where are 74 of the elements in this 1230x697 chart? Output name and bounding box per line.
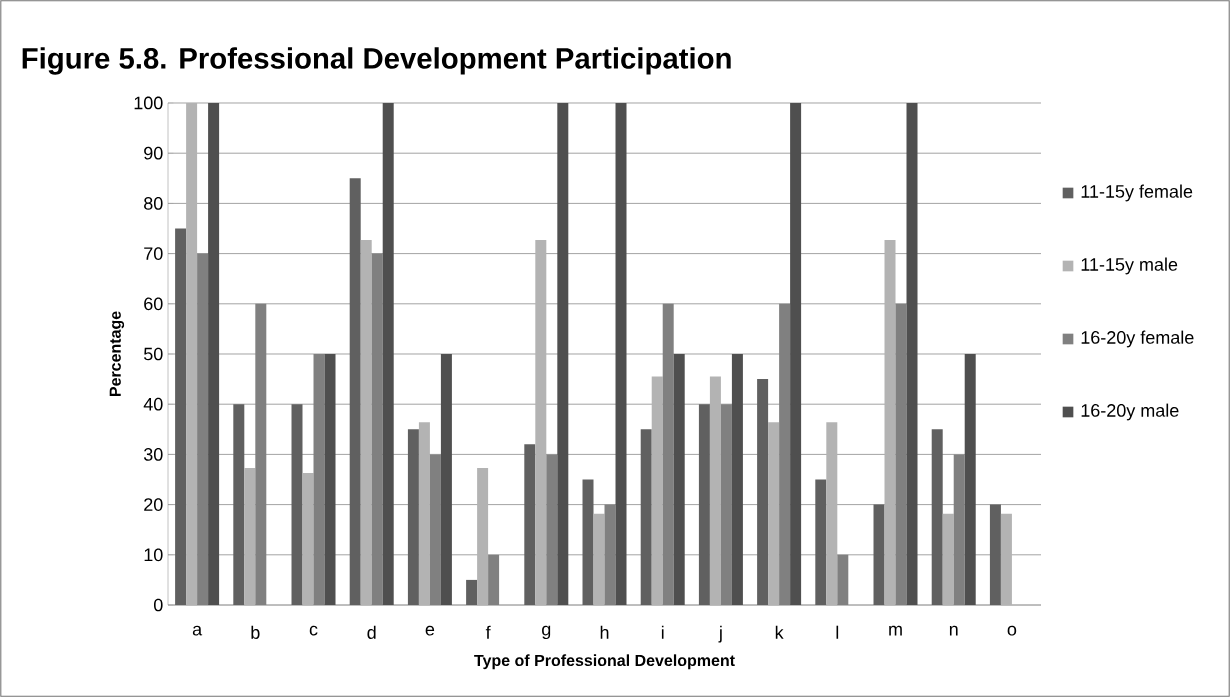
bar bbox=[698, 404, 710, 605]
bar bbox=[407, 429, 419, 605]
x-axis-title: Type of Professional Development bbox=[474, 654, 735, 670]
bar bbox=[233, 404, 245, 605]
bar bbox=[826, 422, 838, 605]
y-tick-label: 60 bbox=[144, 297, 163, 311]
bar bbox=[244, 467, 256, 605]
x-tick-label: g bbox=[542, 625, 551, 640]
x-tick-label: k bbox=[775, 625, 784, 639]
bar bbox=[906, 102, 918, 605]
bar bbox=[186, 102, 198, 605]
bar bbox=[175, 228, 187, 605]
x-tick-label: m bbox=[889, 625, 902, 636]
x-tick-label: f bbox=[485, 625, 491, 639]
y-tick-label: 40 bbox=[143, 397, 163, 411]
y-tick-label: 80 bbox=[144, 197, 163, 210]
x-tick-label: d bbox=[367, 625, 376, 639]
x-tick-label: a bbox=[192, 625, 203, 636]
y-tick-label: 10 bbox=[144, 548, 163, 562]
legend-label: 11-15y female bbox=[1081, 184, 1193, 202]
bar bbox=[557, 102, 569, 605]
bar bbox=[360, 240, 372, 605]
bar bbox=[524, 444, 536, 605]
bar bbox=[964, 354, 976, 605]
y-tick-label: 30 bbox=[143, 448, 163, 461]
legend-label: 16-20y female bbox=[1081, 330, 1194, 348]
y-tick-label: 100 bbox=[134, 96, 163, 110]
y-tick-label: 70 bbox=[144, 247, 163, 260]
bar bbox=[873, 504, 885, 605]
bar bbox=[382, 102, 394, 605]
x-tick-label: n bbox=[949, 625, 958, 636]
bar bbox=[477, 467, 489, 605]
bar bbox=[535, 240, 547, 605]
y-tick-label: 0 bbox=[154, 598, 163, 612]
bar bbox=[302, 472, 314, 605]
bar bbox=[615, 102, 627, 605]
bar bbox=[790, 102, 802, 605]
x-tick-label: e bbox=[425, 625, 435, 636]
bar bbox=[989, 504, 1001, 605]
legend-label: 16-20y male bbox=[1081, 403, 1179, 421]
y-tick-label: 90 bbox=[144, 146, 163, 160]
bar bbox=[1000, 513, 1012, 605]
bar bbox=[208, 102, 220, 605]
bar bbox=[768, 422, 780, 605]
bar bbox=[731, 354, 743, 605]
bar bbox=[466, 579, 478, 605]
y-tick-label: 50 bbox=[143, 347, 163, 361]
y-tick-label: 20 bbox=[144, 498, 163, 511]
bar bbox=[291, 404, 303, 605]
bar bbox=[931, 429, 943, 605]
bar bbox=[884, 240, 896, 605]
x-tick-label: i bbox=[661, 625, 664, 639]
bar bbox=[673, 354, 685, 605]
legend-label: 11-15y male bbox=[1081, 257, 1178, 275]
x-tick-label: c bbox=[309, 625, 318, 636]
bar bbox=[942, 513, 954, 605]
bar bbox=[593, 513, 605, 605]
bar bbox=[640, 429, 652, 605]
bar bbox=[582, 479, 594, 605]
bar bbox=[324, 354, 336, 605]
x-tick-label: l bbox=[836, 625, 839, 639]
bar bbox=[757, 379, 769, 605]
bar bbox=[709, 376, 721, 605]
x-tick-label: j bbox=[718, 625, 722, 643]
x-tick-label: o bbox=[1007, 625, 1017, 636]
bar bbox=[349, 178, 361, 605]
x-tick-label: h bbox=[600, 625, 609, 639]
bar bbox=[815, 479, 827, 605]
bar bbox=[651, 376, 663, 605]
y-axis-title: Percentage bbox=[109, 311, 125, 397]
bar bbox=[440, 354, 452, 605]
x-tick-label: b bbox=[251, 625, 260, 639]
bar bbox=[418, 422, 430, 605]
chart-title: Figure 5.8. Professional Development Participation bbox=[22, 47, 731, 75]
